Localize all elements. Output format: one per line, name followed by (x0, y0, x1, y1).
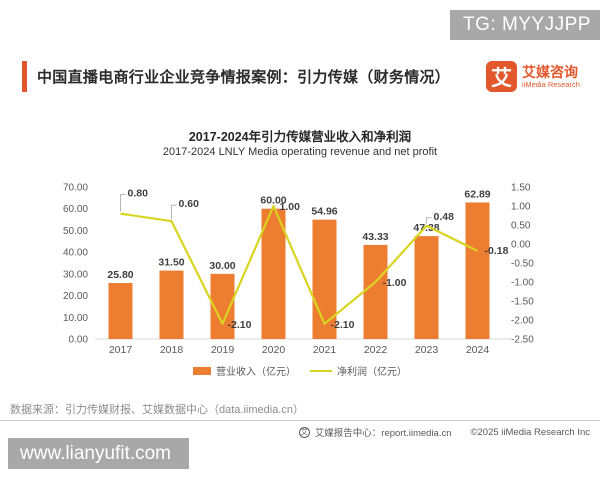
left-axis-tick: 10.00 (63, 313, 88, 324)
left-axis-tick: 20.00 (63, 291, 88, 302)
right-axis-tick: -2.50 (511, 335, 534, 346)
x-axis-label-2021: 2021 (313, 344, 337, 356)
left-axis-tick: 60.00 (63, 204, 88, 215)
x-axis-label-2019: 2019 (211, 344, 235, 356)
bar-label-2020: 60.00 (260, 195, 286, 207)
title-accent-bar (22, 61, 27, 92)
left-axis-tick: 50.00 (63, 226, 88, 237)
line-label-2024: -0.18 (485, 245, 509, 257)
left-axis-tick: 0.00 (69, 335, 89, 346)
bar-label-2019: 30.00 (209, 260, 235, 272)
right-axis-tick: 1.00 (511, 202, 531, 213)
bar-2021 (312, 219, 337, 339)
iimedia-logo: 艾 艾媒咨询 iiMedia Research (486, 61, 580, 92)
label-callout-2023 (426, 217, 432, 224)
copyright-text: ©2025 iiMedia Research Inc (470, 426, 590, 438)
telegram-watermark: TG: MYYJJPP (450, 10, 600, 40)
right-axis-tick: -1.50 (511, 297, 534, 308)
bar-2024 (465, 202, 490, 339)
netprofit-swatch-icon (310, 369, 332, 372)
x-axis-label-2017: 2017 (109, 344, 133, 356)
bar-label-2024: 62.89 (464, 188, 490, 200)
x-axis-label-2018: 2018 (160, 344, 184, 356)
x-axis-label-2022: 2022 (364, 344, 388, 356)
iimedia-report-icon: 艾 (298, 426, 310, 438)
line-label-2022: -1.00 (383, 277, 407, 289)
left-axis-tick: 30.00 (63, 269, 88, 280)
right-axis-tick: 0.00 (511, 240, 531, 251)
line-label-2017: 0.80 (128, 188, 149, 200)
chart-title: 2017-2024年引力传媒营业收入和净利润 (188, 130, 412, 144)
bar-label-2022: 43.33 (362, 231, 388, 243)
bar-label-2017: 25.80 (107, 269, 133, 281)
legend-item-revenue: 营业收入（亿元） (193, 363, 296, 378)
chart-legend: 营业收入（亿元） 净利润（亿元） (0, 363, 600, 378)
report-center-url: 艾媒报告中心：report.iimedia.cn (314, 428, 452, 439)
bar-2022 (363, 244, 388, 339)
bar-label-2023: 47.38 (413, 222, 439, 234)
legend-label-netprofit: 净利润（亿元） (337, 367, 407, 378)
bar-2023 (414, 236, 439, 339)
iimedia-logo-icon: 艾 (486, 61, 517, 92)
page-title: 中国直播电商行业企业竞争情报案例：引力传媒（财务情况） (37, 69, 451, 86)
x-axis-label-2023: 2023 (415, 344, 439, 356)
data-source-note: 数据来源：引力传媒财报、艾媒数据中心（data.iimedia.cn） (10, 404, 304, 416)
right-axis-tick: 0.50 (511, 221, 531, 232)
right-axis-tick: -1.00 (511, 278, 534, 289)
right-axis-tick: -2.00 (511, 316, 534, 327)
legend-item-netprofit: 净利润（亿元） (310, 363, 407, 378)
bar-label-2018: 31.50 (158, 257, 184, 269)
line-label-2019: -2.10 (228, 319, 252, 331)
logo-name-en: iiMedia Research (522, 79, 580, 89)
bar-2018 (159, 270, 184, 339)
revenue-swatch-icon (193, 366, 211, 375)
site-link[interactable]: www.lianyufit.com (8, 438, 189, 469)
net-profit-line (120, 204, 478, 325)
line-label-2020: 1.00 (280, 201, 301, 213)
label-callout-2018 (171, 204, 177, 220)
right-axis-tick: 1.50 (511, 183, 531, 194)
line-label-2018: 0.60 (179, 198, 200, 210)
logo-name-cn: 艾媒咨询 (522, 63, 578, 80)
bar-2020 (261, 208, 286, 339)
chart-subtitle: 2017-2024 LNLY Media operating revenue a… (162, 146, 438, 158)
footer-report-info: 艾 艾媒报告中心：report.iimedia.cn ©2025 iiMedia… (298, 425, 590, 439)
line-label-2023: 0.48 (434, 211, 455, 223)
left-axis-tick: 40.00 (63, 248, 88, 259)
x-axis-label-2024: 2024 (466, 344, 490, 356)
right-axis-tick: -0.50 (511, 259, 534, 270)
left-axis-tick: 70.00 (63, 183, 88, 194)
legend-label-revenue: 营业收入（亿元） (216, 367, 296, 378)
line-label-2021: -2.10 (331, 319, 355, 331)
label-callout-2017 (120, 194, 126, 212)
x-axis-label-2020: 2020 (262, 344, 286, 356)
bar-label-2021: 54.96 (311, 206, 337, 218)
footer-divider (0, 420, 600, 421)
bar-2017 (108, 282, 133, 339)
